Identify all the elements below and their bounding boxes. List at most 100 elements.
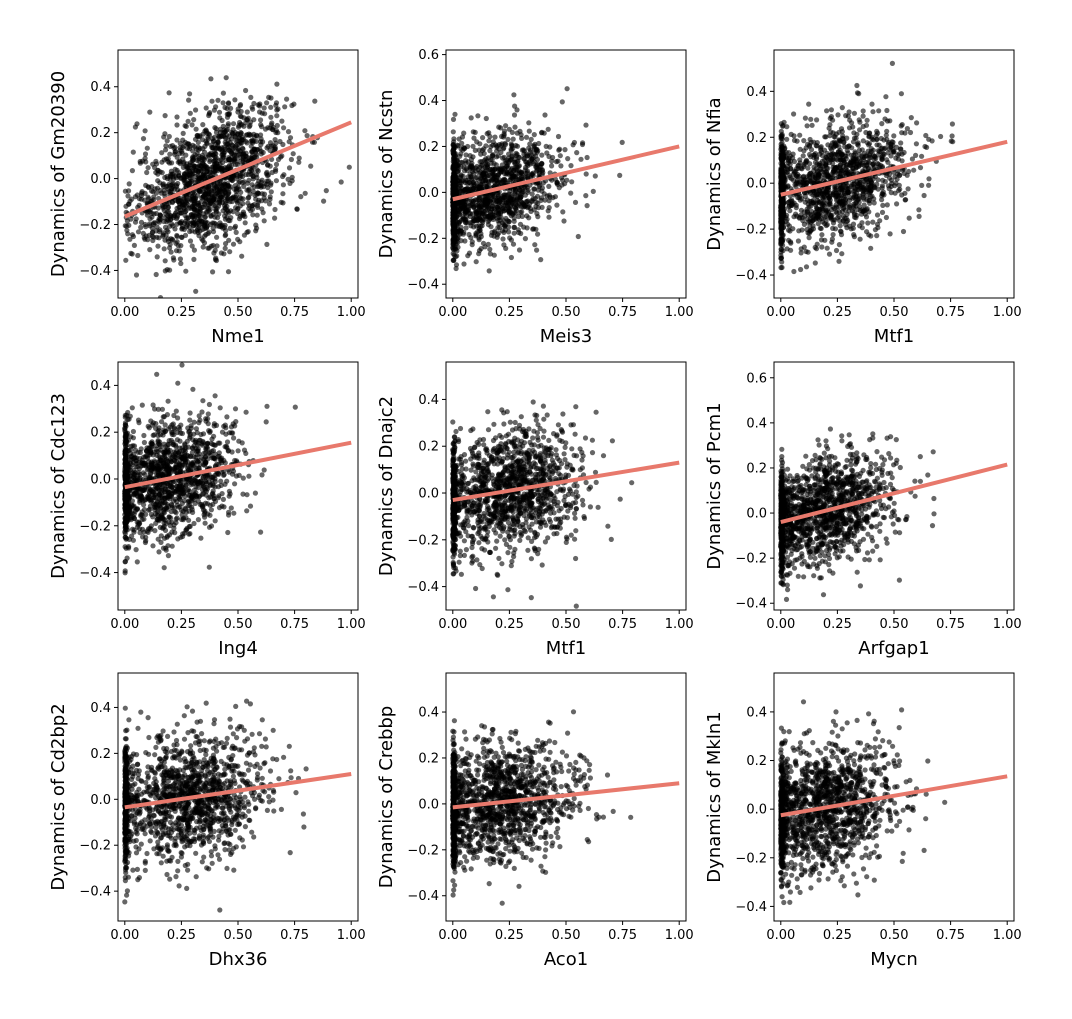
scatter-point <box>272 215 278 221</box>
scatter-point <box>523 134 530 140</box>
scatter-point <box>868 146 874 152</box>
scatter-point <box>500 134 507 140</box>
scatter-point <box>468 164 474 170</box>
scatter-point <box>238 129 244 136</box>
scatter-point <box>238 121 244 127</box>
x-tick-label: 0.75 <box>936 305 965 320</box>
scatter-point <box>505 136 511 142</box>
scatter-point <box>833 166 839 172</box>
scatter-point <box>214 145 220 151</box>
scatter-point <box>514 107 520 113</box>
scatter-point <box>216 109 223 115</box>
scatter-point <box>210 225 216 231</box>
scatter-point <box>223 241 229 247</box>
scatter-point <box>850 139 857 145</box>
scatter-point <box>225 183 231 189</box>
scatter-point <box>222 233 228 239</box>
scatter-point <box>851 130 857 136</box>
scatter-point <box>923 132 929 139</box>
scatter-point <box>451 154 457 161</box>
scatter-point <box>872 173 879 179</box>
scatter-point <box>869 136 875 142</box>
scatter-point <box>485 241 491 247</box>
scatter-point <box>583 122 589 128</box>
scatter-point <box>231 159 237 165</box>
scatter-point <box>822 237 828 243</box>
scatter-point <box>164 138 170 144</box>
scatter-point <box>154 161 160 167</box>
scatter-point <box>828 107 835 113</box>
scatter-point <box>860 108 866 114</box>
scatter-point <box>261 467 267 473</box>
scatter-point <box>870 219 876 225</box>
scatter-point <box>239 253 245 259</box>
scatter-point <box>196 147 202 153</box>
scatter-point <box>837 150 843 156</box>
scatter-point <box>264 178 270 184</box>
scatter-point <box>846 125 853 131</box>
scatter-point <box>520 188 527 194</box>
scatter-point <box>492 134 498 140</box>
scatter-point <box>854 82 860 89</box>
scatter-panel-2: 0.00 0.25 0.50 0.75 1.00−0.4−0.20.00.20.40.6… <box>376 48 694 347</box>
scatter-point <box>800 153 806 159</box>
scatter-point <box>533 164 539 170</box>
scatter-point <box>159 159 165 165</box>
scatter-point <box>902 197 908 203</box>
scatter-panel-3: 0.00 0.25 0.50 0.75 1.00−0.4−0.20.00.20.4Mtf… <box>704 49 1022 347</box>
scatter-point <box>472 147 478 153</box>
y-axis-label: Dynamics of Ncstn <box>376 90 397 259</box>
scatter-point <box>217 126 223 132</box>
scatter-point <box>274 81 280 87</box>
scatter-point <box>500 236 506 242</box>
scatter-point <box>507 157 513 163</box>
scatter-point <box>824 245 830 251</box>
scatter-point <box>836 242 843 248</box>
scatter-point <box>619 139 625 145</box>
scatter-point <box>184 169 190 175</box>
scatter-point <box>791 214 797 220</box>
scatter-point <box>210 170 216 176</box>
scatter-point <box>812 244 818 250</box>
scatter-point <box>833 247 840 254</box>
scatter-point <box>473 180 479 187</box>
scatter-point <box>250 212 256 218</box>
scatter-point <box>195 200 201 206</box>
scatter-point <box>466 231 472 238</box>
scatter-point <box>526 120 532 126</box>
scatter-point <box>907 129 914 136</box>
scatter-point <box>778 141 784 147</box>
scatter-point <box>450 148 456 154</box>
scatter-point <box>795 174 801 180</box>
scatter-point <box>849 120 855 126</box>
scatter-point <box>830 130 836 136</box>
scatter-point <box>785 184 791 190</box>
scatter-point <box>780 122 786 128</box>
scatter-point <box>506 151 512 157</box>
scatter-point <box>797 157 803 163</box>
scatter-point <box>847 162 853 168</box>
scatter-point <box>177 159 183 165</box>
scatter-point <box>836 204 842 210</box>
scatter-point <box>212 203 218 209</box>
scatter-point <box>498 205 504 211</box>
scatter-point <box>210 152 216 158</box>
scatter-point <box>831 151 837 157</box>
scatter-point <box>791 111 797 117</box>
scatter-point <box>793 181 799 187</box>
scatter-point <box>485 155 491 161</box>
scatter-point <box>286 165 293 171</box>
scatter-point <box>818 162 824 168</box>
scatter-point <box>269 169 275 176</box>
scatter-point <box>173 182 179 188</box>
y-tick-label: −0.2 <box>407 232 439 247</box>
scatter-point <box>206 153 212 159</box>
scatter-point <box>228 105 234 111</box>
scatter-point <box>134 192 140 198</box>
scatter-point <box>904 126 911 132</box>
scatter-point <box>522 236 529 242</box>
scatter-point <box>208 213 214 219</box>
scatter-point <box>539 161 545 167</box>
scatter-point <box>509 129 515 135</box>
scatter-point <box>192 173 198 179</box>
